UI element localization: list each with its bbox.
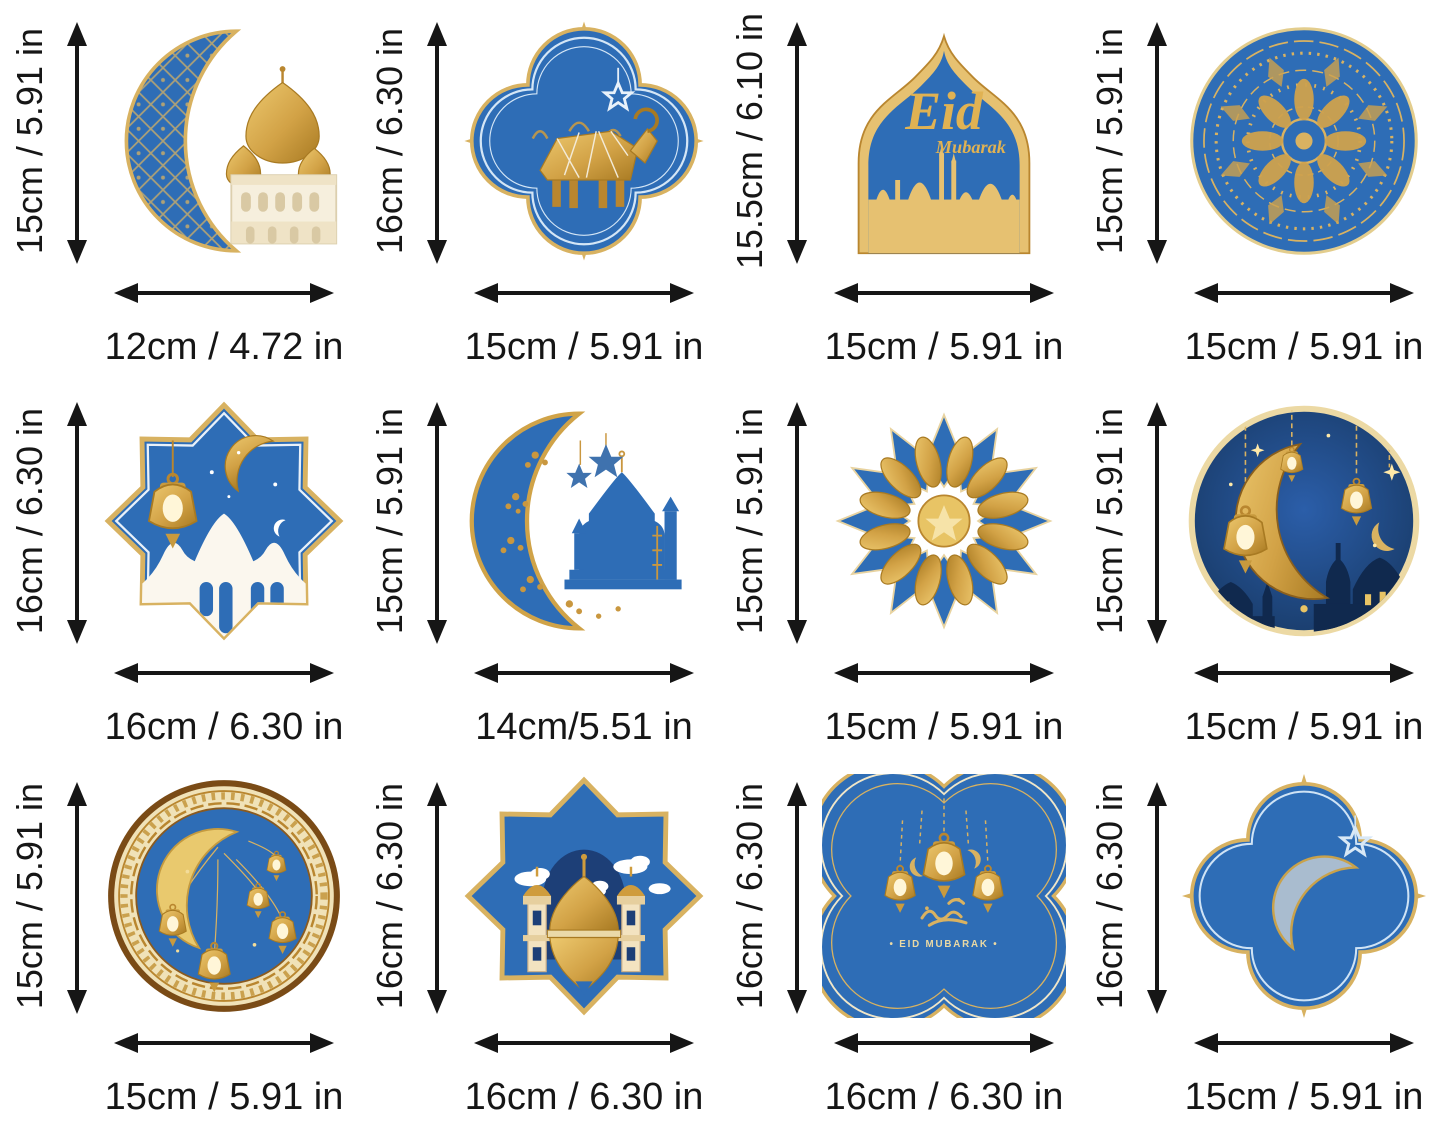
ornament-art	[96, 772, 352, 1020]
eid-script-text: Eid	[904, 81, 984, 141]
width-label: 15cm / 5.91 in	[824, 705, 1064, 748]
width-arrow	[496, 671, 672, 675]
ornament-art	[456, 392, 712, 650]
width-arrow	[496, 1041, 672, 1045]
width-arrow	[136, 291, 312, 295]
night-moon-lanterns-icon	[1188, 405, 1420, 637]
product-variant-cell: 16cm / 6.30 in	[720, 760, 1080, 1130]
ornament-art	[456, 12, 712, 270]
width-arrow	[856, 1041, 1032, 1045]
ornament-art	[1176, 772, 1432, 1020]
width-label: 12cm / 4.72 in	[104, 325, 344, 368]
height-label: 16cm / 6.30 in	[1089, 782, 1130, 1010]
height-arrow	[75, 44, 79, 242]
height-label: 16cm / 6.30 in	[369, 27, 410, 255]
width-arrow	[1216, 291, 1392, 295]
width-arrow	[136, 1041, 312, 1045]
height-arrow	[1155, 804, 1159, 992]
height-arrow	[75, 424, 79, 622]
height-arrow	[435, 424, 439, 622]
height-arrow	[75, 804, 79, 992]
height-label: 15cm / 5.91 in	[1089, 27, 1130, 255]
width-arrow	[1216, 671, 1392, 675]
width-arrow	[856, 291, 1032, 295]
ornament-art	[96, 12, 352, 270]
ornament-art	[1176, 12, 1432, 270]
quatrefoil-crescent-icon	[1182, 774, 1426, 1018]
height-arrow	[795, 804, 799, 992]
ornament-art	[816, 392, 1072, 650]
height-arrow	[795, 44, 799, 242]
product-variant-cell: 16cm / 6.30 in	[360, 760, 720, 1130]
product-variant-cell: 15cm / 5.91 in	[1080, 380, 1440, 760]
width-label: 15cm / 5.91 in	[464, 325, 704, 368]
ornament-art: • EID MUBARAK •	[816, 772, 1072, 1020]
crescent-blue-mosque-icon	[469, 411, 682, 631]
ornament-art	[1176, 392, 1432, 650]
quatrefoil-ram-icon	[464, 21, 704, 261]
width-arrow	[856, 671, 1032, 675]
height-label: 15.5cm / 6.10 in	[729, 12, 770, 270]
mubarak-script-text: Mubarak	[935, 137, 1006, 157]
height-arrow	[1155, 424, 1159, 622]
width-label: 15cm / 5.91 in	[1184, 705, 1424, 748]
height-label: 15cm / 5.91 in	[9, 27, 50, 255]
width-label: 16cm / 6.30 in	[464, 1075, 704, 1118]
height-label: 16cm / 6.30 in	[9, 407, 50, 635]
height-arrow	[1155, 44, 1159, 242]
eid-mubarak-caption: • EID MUBARAK •	[889, 939, 998, 950]
ornament-art	[96, 392, 352, 650]
ornate-diamond-icon: • EID MUBARAK •	[822, 774, 1066, 1018]
mandala-disc-icon	[1190, 27, 1418, 255]
height-label: 15cm / 5.91 in	[729, 407, 770, 635]
height-arrow	[435, 44, 439, 242]
product-variant-cell: 16cm / 6.30 in	[0, 380, 360, 760]
star-golden-dome-icon	[462, 774, 706, 1018]
eid-mubarak-arch-icon: Eid Mubarak	[857, 32, 1031, 255]
width-arrow	[136, 671, 312, 675]
height-arrow	[435, 804, 439, 992]
crescent-mosque-icon	[124, 29, 338, 253]
width-arrow	[1216, 1041, 1392, 1045]
width-label: 15cm / 5.91 in	[104, 1075, 344, 1118]
ornament-art	[456, 772, 712, 1020]
height-arrow	[795, 424, 799, 622]
product-variant-cell: 15cm / 5.91 in	[0, 760, 360, 1130]
height-label: 15cm / 5.91 in	[369, 407, 410, 635]
height-label: 15cm / 5.91 in	[9, 782, 50, 1010]
lotus-flower-icon	[836, 413, 1052, 629]
width-label: 15cm / 5.91 in	[1184, 1075, 1424, 1118]
width-label: 15cm / 5.91 in	[1184, 325, 1424, 368]
product-variant-cell: 16cm / 6.30 in	[360, 0, 720, 380]
width-label: 16cm / 6.30 in	[824, 1075, 1064, 1118]
plate-moon-lanterns-icon	[108, 780, 340, 1012]
width-label: 15cm / 5.91 in	[824, 325, 1064, 368]
product-variant-cell: 15cm / 5.91 in	[0, 0, 360, 380]
product-variant-cell: 16cm / 6.30 in 15cm / 5.91 in	[1080, 760, 1440, 1130]
ornament-art: Eid Mubarak	[816, 12, 1072, 270]
product-variant-cell: 15.5cm / 6.10 in	[720, 0, 1080, 380]
height-label: 16cm / 6.30 in	[369, 782, 410, 1010]
product-variant-cell: 15cm / 5.91 in	[1080, 0, 1440, 380]
width-label: 16cm / 6.30 in	[104, 705, 344, 748]
height-label: 15cm / 5.91 in	[1089, 407, 1130, 635]
product-variant-cell: 15cm / 5.91 in	[360, 380, 720, 760]
width-label: 14cm/5.51 in	[475, 705, 693, 748]
product-variant-cell: 15cm / 5.91 in 15cm	[720, 380, 1080, 760]
width-arrow	[496, 291, 672, 295]
star-lantern-mosque-icon	[102, 399, 346, 643]
height-label: 16cm / 6.30 in	[729, 782, 770, 1010]
